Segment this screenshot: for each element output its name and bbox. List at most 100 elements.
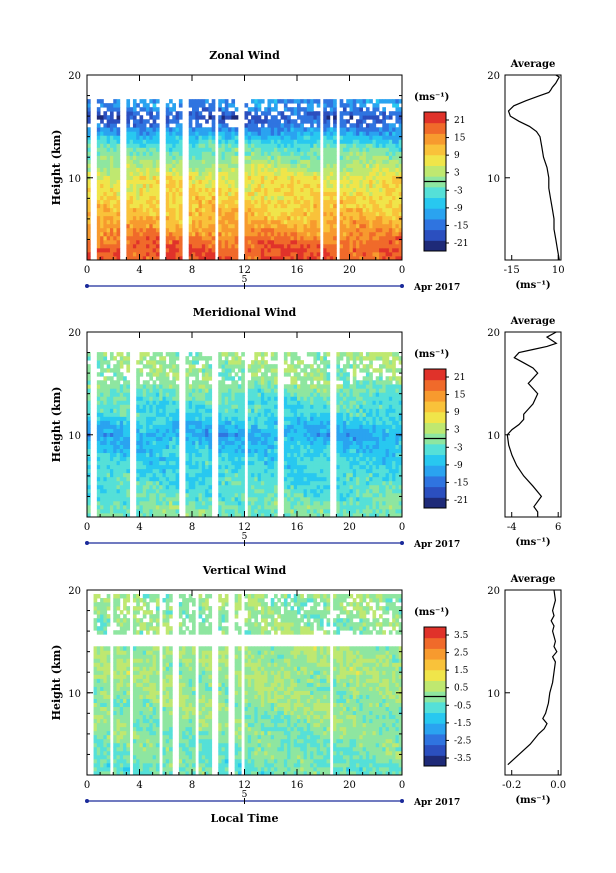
heatmap-cell: [297, 127, 301, 132]
heatmap-cell: [388, 163, 393, 168]
heatmap-cell: [195, 111, 199, 116]
heatmap-cell: [342, 175, 347, 180]
heatmap-cell: [103, 183, 108, 189]
heatmap-cell: [165, 235, 170, 241]
heatmap-cell: [287, 155, 291, 160]
heatmap-cell: [372, 151, 377, 156]
heatmap-cell: [185, 372, 190, 377]
heatmap-cell: [175, 143, 180, 148]
heatmap-cell: [195, 480, 199, 486]
heatmap-cell: [388, 139, 393, 144]
heatmap-cell: [375, 155, 380, 160]
heatmap-cell: [375, 215, 380, 221]
heatmap-cell: [237, 436, 242, 441]
heatmap-cell: [109, 512, 114, 518]
heatmap-cell: [247, 235, 252, 241]
heatmap-cell: [228, 183, 232, 189]
heatmap-cell: [221, 500, 226, 506]
heatmap-cell: [116, 484, 121, 490]
heatmap-cell: [392, 171, 396, 176]
heatmap-cell: [116, 175, 121, 180]
heatmap-cell: [257, 179, 262, 184]
heatmap-cell: [352, 211, 357, 217]
heatmap-cell: [254, 127, 259, 132]
heatmap-cell: [290, 143, 295, 148]
heatmap-cell: [155, 207, 160, 213]
heatmap-cell: [254, 167, 259, 172]
heatmap-cell: [139, 187, 144, 193]
heatmap-cell: [274, 175, 278, 180]
heatmap-cell: [106, 119, 111, 124]
heatmap-cell: [264, 111, 268, 116]
heatmap-cell: [346, 147, 350, 152]
heatmap-cell: [221, 143, 226, 148]
colorbar-swatch: [424, 112, 446, 124]
heatmap-cell: [119, 412, 124, 417]
heatmap-cell: [231, 364, 236, 369]
heatmap-cell: [234, 360, 239, 365]
heatmap-cell: [175, 187, 180, 193]
heatmap-cell: [224, 504, 229, 510]
heatmap-cell: [142, 512, 147, 518]
heatmap-cell: [195, 203, 199, 209]
heatmap-cell: [106, 171, 111, 176]
heatmap-cell: [231, 195, 236, 201]
heatmap-cell: [270, 175, 275, 180]
heatmap-cell: [169, 364, 173, 369]
heatmap-cell: [172, 412, 176, 417]
heatmap-cell: [103, 135, 108, 140]
heatmap-cell: [365, 239, 370, 245]
heatmap-cell: [178, 147, 183, 152]
heatmap-cell: [155, 492, 160, 498]
heatmap-cell: [103, 203, 108, 209]
heatmap-cell: [231, 400, 236, 405]
heatmap-cell: [103, 436, 108, 441]
heatmap-cell: [113, 388, 117, 393]
heatmap-cell: [198, 500, 203, 506]
heatmap-cell: [172, 500, 176, 506]
heatmap-cell: [201, 135, 206, 140]
heatmap-cell: [142, 103, 147, 108]
heatmap-cell: [169, 452, 173, 458]
heatmap-cell: [152, 147, 157, 152]
heatmap-cell: [103, 488, 108, 494]
heatmap-cell: [247, 428, 252, 433]
heatmap-cell: [283, 147, 288, 152]
heatmap-cell: [323, 135, 327, 140]
heatmap-cell: [254, 356, 259, 361]
heatmap-cell: [126, 384, 131, 389]
heatmap-cell: [175, 420, 180, 425]
heatmap-cell: [205, 179, 209, 184]
heatmap-cell: [139, 159, 144, 164]
heatmap-cell: [300, 175, 304, 180]
heatmap-cell: [306, 199, 311, 205]
heatmap-cell: [257, 143, 262, 148]
heatmap-cell: [198, 143, 203, 148]
heatmap-cell: [254, 488, 259, 494]
heatmap-cell: [146, 476, 150, 482]
heatmap-cell: [152, 400, 157, 405]
heatmap-cell: [218, 508, 222, 514]
heatmap-cell: [356, 159, 360, 164]
heatmap-cell: [244, 199, 249, 205]
heatmap-cell: [126, 167, 131, 172]
heatmap-cell: [123, 468, 127, 474]
heatmap-cell: [106, 243, 111, 249]
heatmap-cell: [149, 99, 154, 104]
heatmap-cell: [116, 187, 121, 193]
heatmap-cell: [247, 512, 252, 518]
y-tick-label: 10: [68, 174, 81, 185]
heatmap-cell: [251, 179, 255, 184]
heatmap-cell: [172, 103, 176, 108]
heatmap-cell: [257, 508, 262, 514]
heatmap-cell: [382, 203, 386, 209]
heatmap-cell: [349, 183, 354, 189]
heatmap-cell: [178, 227, 183, 233]
heatmap-cell: [178, 167, 183, 172]
heatmap-cell: [274, 155, 278, 160]
heatmap-cell: [87, 496, 91, 502]
heatmap-cell: [159, 476, 163, 482]
heatmap-cell: [116, 424, 121, 429]
heatmap-cell: [139, 452, 144, 458]
heatmap-cell: [116, 171, 121, 176]
